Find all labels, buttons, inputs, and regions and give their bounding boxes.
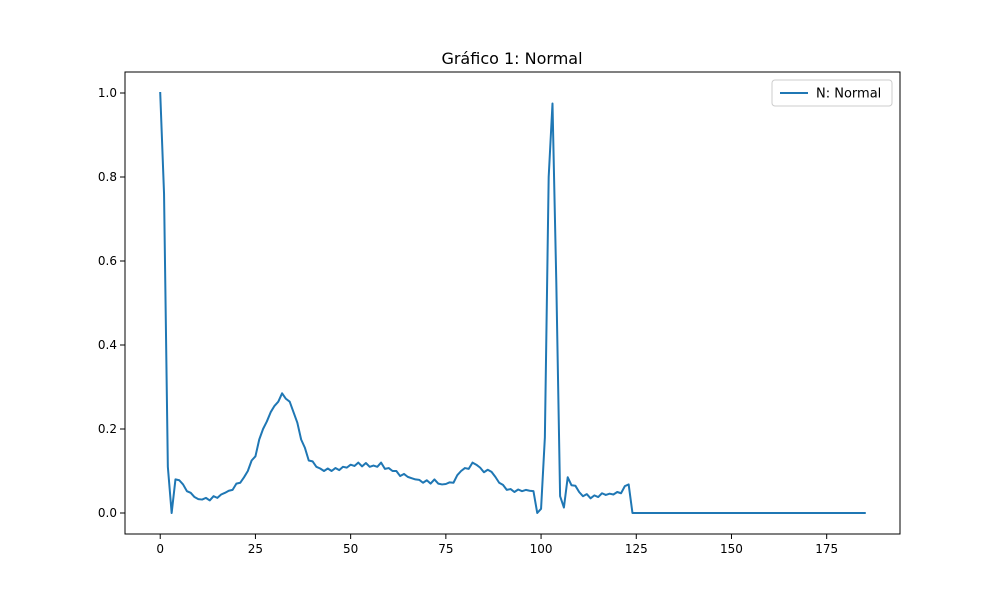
x-tick-label: 175 (815, 542, 838, 556)
y-tick-label: 0.8 (98, 170, 117, 184)
axes-frame (124, 71, 901, 535)
axes: 0 25 50 75 100 125 150 175 0.0 0.2 0.4 0.6 0.8 1.0 (98, 71, 901, 556)
y-tick-label: 0.4 (98, 338, 117, 352)
y-tick-label: 0.2 (98, 422, 117, 436)
legend-label: N: Normal (816, 87, 881, 102)
x-tick-label: 150 (720, 542, 743, 556)
series-line-0 (159, 91, 866, 514)
chart-title: Gráfico 1: Normal (441, 49, 582, 68)
plot-area (159, 91, 866, 514)
y-tick-label: 1.0 (98, 86, 117, 100)
x-tick-label: 75 (438, 542, 453, 556)
x-tick-label: 125 (625, 542, 648, 556)
y-tick-label: 0.6 (98, 254, 117, 268)
x-tick-label: 0 (156, 542, 164, 556)
x-tick-label: 50 (343, 542, 358, 556)
legend-box (771, 79, 893, 107)
y-tick-label: 0.0 (98, 506, 117, 520)
x-tick-label: 25 (248, 542, 263, 556)
x-tick-label: 100 (530, 542, 553, 556)
legend: N: Normal (771, 79, 893, 107)
